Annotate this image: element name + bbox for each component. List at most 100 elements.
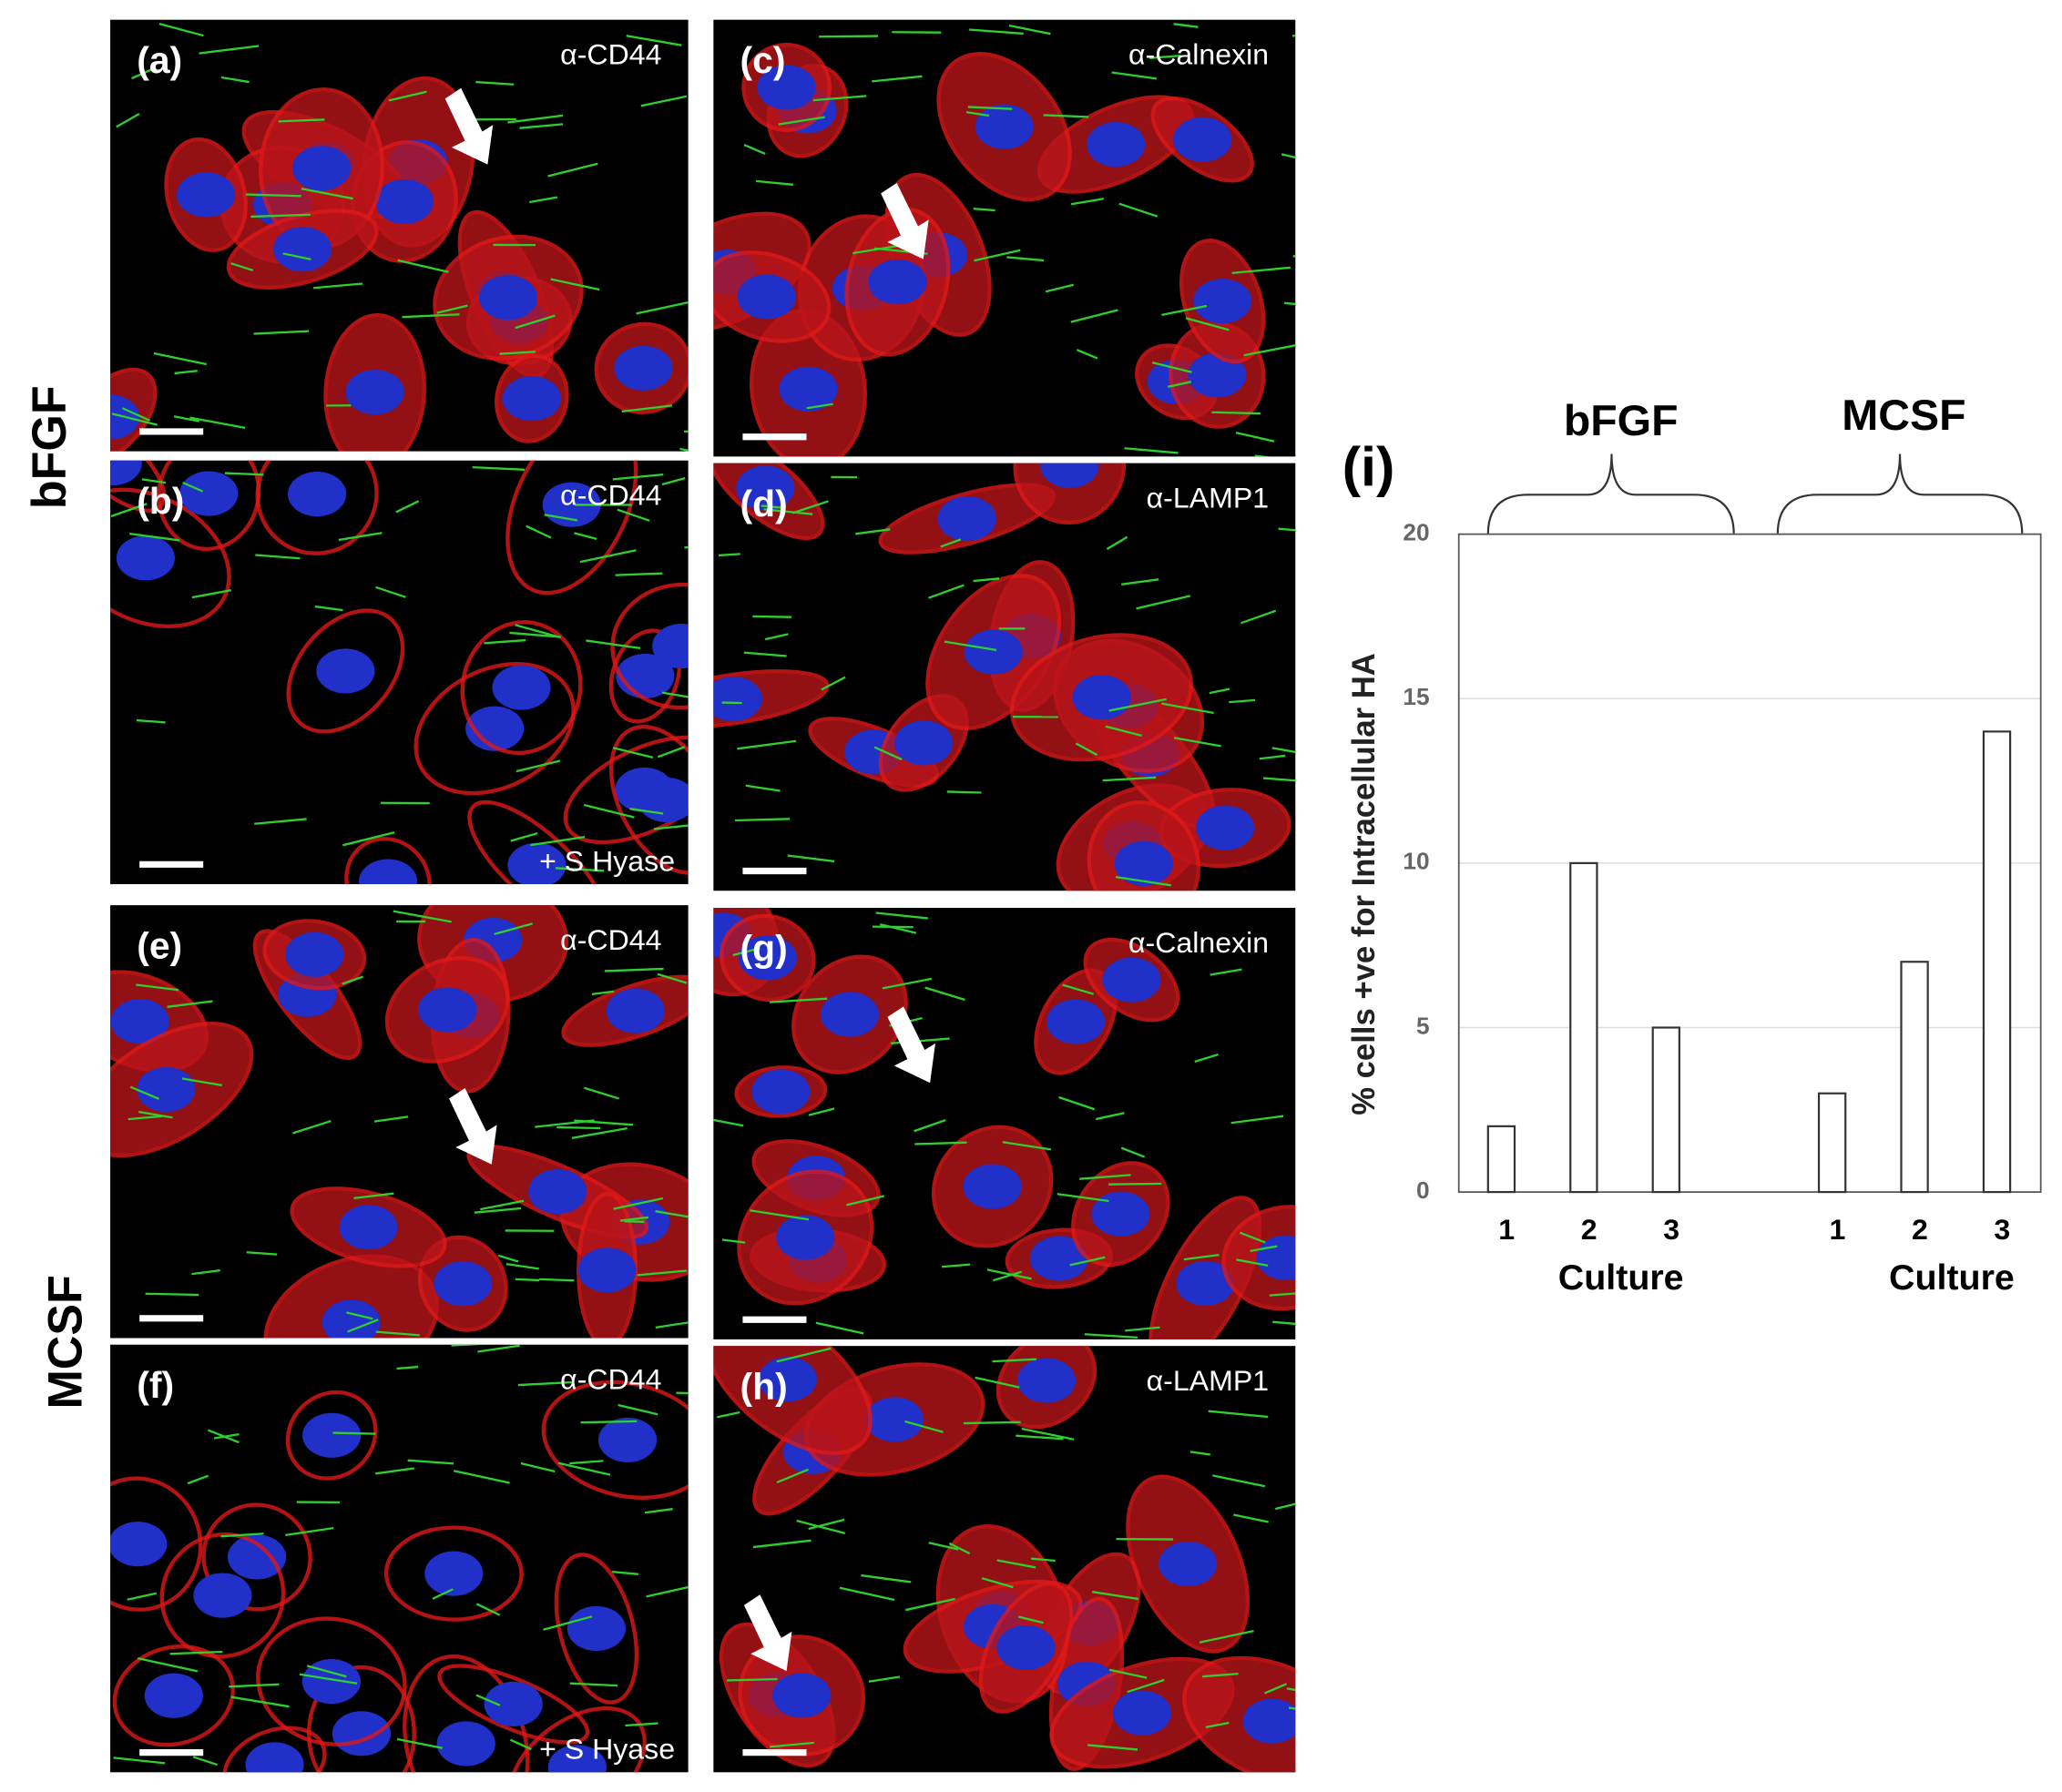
fiber: [282, 252, 311, 260]
fiber: [1058, 1095, 1096, 1111]
fiber: [173, 415, 199, 423]
fiber: [116, 112, 140, 128]
fiber: [1239, 1231, 1266, 1244]
cell-body: [608, 725, 689, 875]
bar: [1817, 1092, 1847, 1194]
panel-label: (c): [740, 39, 786, 81]
nucleus: [776, 1215, 835, 1260]
x-axis-label: Culture: [1558, 1258, 1684, 1298]
cell-body: [110, 487, 231, 628]
fiber: [839, 1586, 895, 1602]
cell-body: [255, 460, 379, 555]
fiber: [1045, 283, 1075, 293]
fiber: [515, 314, 556, 330]
cell-body: [413, 662, 576, 796]
fiber: [946, 790, 982, 794]
fiber: [1230, 1115, 1284, 1125]
fiber: [254, 818, 307, 825]
stain-label: α-CD44: [560, 923, 661, 956]
nucleus: [1173, 117, 1232, 162]
arrow: [449, 1087, 497, 1165]
nucleus: [291, 146, 352, 191]
nucleus: [374, 178, 434, 224]
nucleus: [577, 1247, 637, 1293]
fiber: [453, 1470, 510, 1484]
nucleus: [434, 1261, 493, 1307]
fiber: [756, 179, 794, 186]
fiber: [1243, 344, 1296, 357]
fiber: [475, 80, 515, 86]
fiber: [808, 1107, 835, 1116]
fiber: [111, 412, 158, 426]
nucleus: [713, 677, 762, 722]
y-tick-label: 5: [1416, 1012, 1430, 1039]
fiber: [1278, 527, 1296, 532]
fiber: [763, 508, 813, 515]
fiber: [1291, 34, 1296, 37]
nucleus: [339, 1205, 398, 1250]
fiber: [517, 1380, 574, 1387]
nucleus: [779, 366, 838, 412]
nucleus: [110, 394, 140, 440]
nucleus: [137, 1066, 196, 1113]
bar: [1982, 730, 2012, 1194]
nucleus: [547, 1745, 607, 1773]
fiber: [743, 651, 787, 657]
fiber: [181, 1077, 222, 1087]
fiber: [764, 633, 789, 641]
y-tick-label: 0: [1416, 1176, 1430, 1204]
panel-label: (f): [137, 1364, 174, 1406]
nucleus: [1256, 1235, 1296, 1280]
fiber: [646, 1585, 689, 1598]
fiber: [556, 1125, 600, 1130]
nucleus: [245, 1742, 304, 1773]
fiber: [882, 977, 933, 990]
fiber: [821, 676, 846, 691]
fiber: [278, 118, 325, 123]
fiber: [1281, 153, 1296, 159]
fiber: [760, 504, 782, 509]
fiber: [375, 1330, 420, 1337]
cell-body: [110, 1476, 203, 1612]
x-tick-label: 3: [1663, 1213, 1679, 1246]
fiber: [745, 784, 781, 792]
fiber: [619, 1216, 648, 1222]
fiber: [875, 911, 929, 920]
fiber: [1111, 71, 1157, 80]
stain-label: α-CD44: [560, 38, 661, 71]
fiber: [719, 553, 740, 557]
fiber: [752, 1539, 812, 1549]
nucleus: [606, 988, 665, 1033]
fiber: [515, 624, 560, 638]
nucleus: [478, 275, 538, 321]
cell-body: [563, 735, 689, 845]
cell-body: [383, 1525, 524, 1622]
fiber: [1069, 1256, 1106, 1267]
fiber: [750, 1209, 810, 1221]
fiber: [484, 638, 526, 645]
x-tick-label: 1: [1498, 1213, 1515, 1246]
fiber: [613, 1196, 664, 1210]
fiber: [191, 589, 232, 599]
fiber: [776, 1468, 809, 1484]
fiber: [1002, 1141, 1052, 1151]
treatment-label: + S Hyase: [539, 1733, 675, 1766]
fiber: [855, 528, 891, 535]
fiber: [136, 983, 179, 992]
fiber: [629, 808, 664, 815]
fiber: [539, 1278, 575, 1282]
nucleus: [868, 260, 927, 305]
nucleus: [820, 992, 880, 1037]
nucleus: [418, 987, 477, 1033]
fiber: [584, 1086, 620, 1100]
fiber: [974, 249, 1021, 262]
fiber: [137, 1657, 199, 1673]
fiber: [1274, 1502, 1296, 1511]
fiber: [169, 1650, 223, 1655]
fiber: [153, 351, 207, 366]
nucleus: [736, 465, 795, 511]
fiber: [292, 1119, 332, 1135]
fiber: [973, 207, 995, 212]
panel-label: (g): [740, 928, 788, 970]
fiber: [388, 90, 427, 102]
